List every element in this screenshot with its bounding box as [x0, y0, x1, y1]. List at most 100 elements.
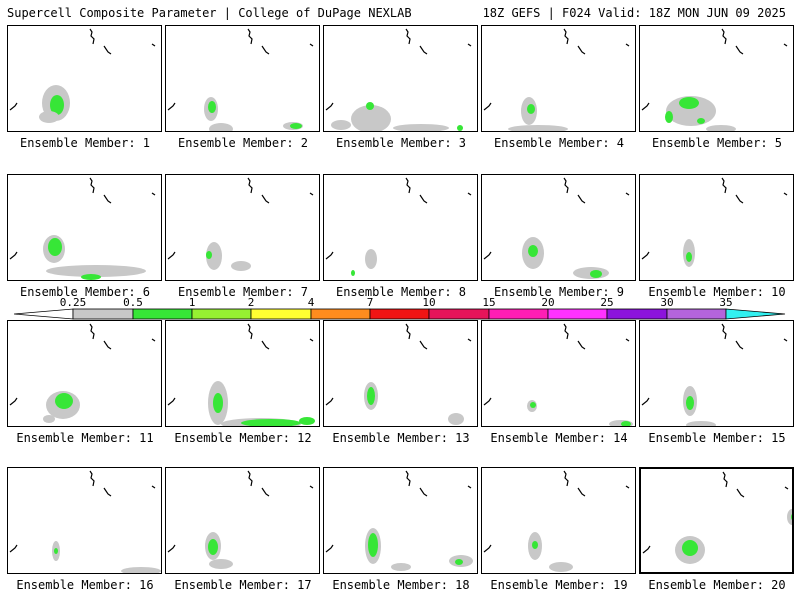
coastline-segment: [89, 177, 95, 194]
coastline-segment: [563, 177, 569, 194]
scp-mid-contour: [686, 252, 692, 262]
forecast-map: [483, 323, 633, 426]
coastline-segment: [151, 43, 156, 47]
colorbar-tick-label: 35: [719, 296, 733, 309]
coastline-segment: [325, 251, 334, 260]
coastline-segment: [419, 45, 428, 55]
scp-mid-contour: [81, 274, 101, 280]
coastline-segment: [625, 43, 630, 47]
scp-low-contour: [121, 567, 161, 573]
colorbar-tick-label: 20: [541, 296, 555, 309]
coastline-segment: [151, 485, 156, 489]
coastline-segment: [405, 470, 411, 487]
coastline-segment: [735, 45, 744, 55]
coastline-segment: [419, 194, 428, 204]
ensemble-member-label: Ensemble Member: 3: [335, 136, 467, 150]
ensemble-member-label: Ensemble Member: 20: [648, 578, 786, 592]
coastline-segment: [642, 545, 651, 554]
scp-low-contour: [686, 421, 716, 426]
scp-mid-contour: [290, 123, 302, 129]
scp-mid-contour: [366, 102, 374, 110]
scp-mid-contour: [351, 270, 355, 276]
forecast-map: [483, 470, 630, 572]
ensemble-member-label: Ensemble Member: 14: [490, 431, 628, 445]
colorbar-max-arrow: [725, 308, 786, 320]
ensemble-member-label: Ensemble Member: 5: [651, 136, 783, 150]
coastline-segment: [783, 338, 788, 342]
scp-mid-contour: [679, 97, 699, 109]
ensemble-member-label: Ensemble Member: 4: [493, 136, 625, 150]
scp-mid-contour: [532, 541, 538, 549]
forecast-map: [9, 470, 161, 573]
colorbar-tick-label: 25: [600, 296, 614, 309]
coastline-segment: [309, 485, 314, 489]
ensemble-member-label: Ensemble Member: 11: [16, 431, 154, 445]
scp-mid-contour: [697, 118, 705, 124]
scp-mid-contour: [206, 251, 212, 259]
scp-mid-contour: [455, 559, 463, 565]
coastline-segment: [247, 470, 253, 487]
colorbar-bin: [547, 308, 608, 320]
coastline-segment: [151, 338, 156, 342]
coastline-segment: [483, 102, 492, 111]
ensemble-member-panel-2[interactable]: [165, 25, 320, 132]
ensemble-member-panel-14[interactable]: [481, 320, 636, 427]
forecast-map: [325, 28, 472, 131]
ensemble-member-panel-6[interactable]: [7, 174, 162, 281]
forecast-map: [641, 177, 788, 267]
colorbar-tick-label: 10: [422, 296, 436, 309]
coastline-segment: [784, 486, 789, 490]
scp-mid-contour: [527, 104, 535, 114]
coastline-segment: [405, 28, 411, 45]
coastline-segment: [261, 194, 270, 204]
ensemble-member-panel-20[interactable]: [639, 467, 794, 574]
scp-mid-contour: [682, 540, 698, 556]
scp-low-contour: [393, 124, 449, 131]
ensemble-member-label: Ensemble Member: 12: [174, 431, 312, 445]
forecast-map: [167, 323, 315, 426]
colorbar-tick-label: 4: [307, 296, 315, 309]
coastline-segment: [467, 338, 472, 342]
ensemble-member-panel-11[interactable]: [7, 320, 162, 427]
scp-low-contour: [787, 509, 792, 525]
ensemble-member-panel-4[interactable]: [481, 25, 636, 132]
coastline-segment: [309, 192, 314, 196]
coastline-segment: [625, 485, 630, 489]
ensemble-member-panel-16[interactable]: [7, 467, 162, 574]
ensemble-member-label: Ensemble Member: 13: [332, 431, 470, 445]
ensemble-member-panel-8[interactable]: [323, 174, 478, 281]
coastline-segment: [625, 338, 630, 342]
ensemble-member-panel-9[interactable]: [481, 174, 636, 281]
colorbar-tick-label: 0.25: [59, 296, 87, 309]
forecast-map: [642, 471, 792, 564]
colorbar-bin: [310, 308, 371, 320]
coastline-segment: [247, 177, 253, 194]
scp-low-contour: [46, 265, 146, 277]
ensemble-member-panel-18[interactable]: [323, 467, 478, 574]
colorbar: [14, 308, 786, 320]
ensemble-member-panel-5[interactable]: [639, 25, 794, 132]
ensemble-member-panel-15[interactable]: [639, 320, 794, 427]
coastline-segment: [325, 544, 334, 553]
coastline-segment: [563, 470, 569, 487]
ensemble-member-panel-13[interactable]: [323, 320, 478, 427]
ensemble-member-panel-19[interactable]: [481, 467, 636, 574]
forecast-map: [483, 177, 630, 279]
coastline-segment: [167, 102, 176, 111]
ensemble-member-panel-7[interactable]: [165, 174, 320, 281]
coastline-segment: [167, 544, 176, 553]
forecast-map: [641, 28, 788, 131]
ensemble-member-panel-1[interactable]: [7, 25, 162, 132]
ensemble-member-panel-12[interactable]: [165, 320, 320, 427]
scp-mid-contour: [621, 421, 631, 426]
coastline-segment: [783, 192, 788, 196]
ensemble-member-panel-10[interactable]: [639, 174, 794, 281]
scp-mid-contour: [367, 387, 375, 405]
ensemble-member-panel-17[interactable]: [165, 467, 320, 574]
coastline-segment: [9, 251, 18, 260]
ensemble-member-label: Ensemble Member: 18: [332, 578, 470, 592]
scp-mid-contour: [55, 393, 73, 409]
ensemble-member-panel-3[interactable]: [323, 25, 478, 132]
ensemble-member-label: Ensemble Member: 9: [493, 285, 625, 299]
ensemble-member-label: Ensemble Member: 16: [16, 578, 154, 592]
